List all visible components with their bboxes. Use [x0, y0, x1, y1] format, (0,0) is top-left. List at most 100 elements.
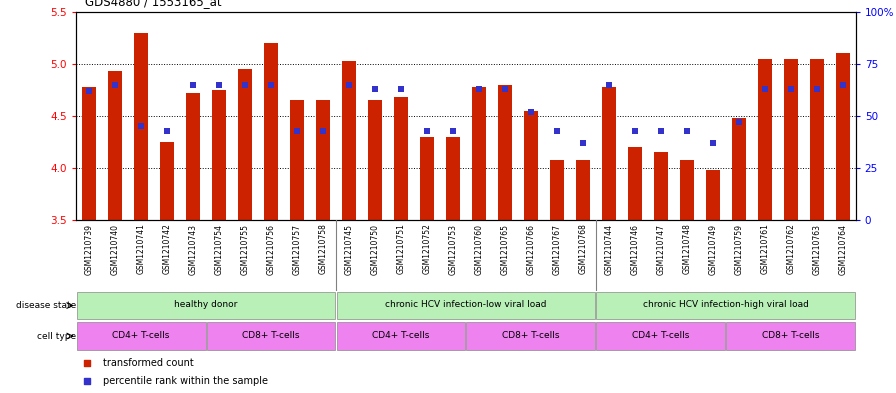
Point: [732, 119, 746, 125]
Text: GSM1210748: GSM1210748: [682, 224, 692, 274]
Bar: [394, 97, 408, 220]
Text: GSM1210742: GSM1210742: [162, 224, 172, 274]
Bar: [467, 322, 595, 350]
Bar: [472, 87, 486, 220]
Point: [680, 127, 694, 134]
Bar: [654, 152, 668, 220]
Point: [758, 86, 772, 92]
Text: GSM1210739: GSM1210739: [84, 224, 94, 275]
Bar: [706, 170, 719, 220]
Text: GSM1210757: GSM1210757: [292, 224, 302, 275]
Text: GSM1210741: GSM1210741: [136, 224, 146, 274]
Text: GSM1210764: GSM1210764: [838, 224, 848, 275]
Point: [706, 140, 720, 146]
Bar: [550, 160, 564, 220]
Point: [81, 360, 95, 366]
Text: GSM1210749: GSM1210749: [708, 224, 718, 275]
Point: [81, 378, 95, 385]
Text: GSM1210752: GSM1210752: [422, 224, 432, 274]
Point: [264, 82, 279, 88]
Point: [836, 82, 850, 88]
Bar: [134, 33, 148, 220]
Bar: [420, 137, 434, 220]
Text: GSM1210766: GSM1210766: [526, 224, 536, 275]
Point: [342, 82, 357, 88]
Bar: [602, 87, 616, 220]
Bar: [238, 69, 252, 220]
Text: GSM1210762: GSM1210762: [786, 224, 796, 274]
Bar: [212, 90, 226, 220]
Text: cell type: cell type: [37, 332, 76, 340]
Text: disease state: disease state: [16, 301, 76, 310]
Bar: [446, 137, 460, 220]
Text: GSM1210745: GSM1210745: [344, 224, 354, 275]
Point: [472, 86, 487, 92]
Text: GSM1210746: GSM1210746: [630, 224, 640, 275]
Bar: [727, 322, 855, 350]
Bar: [628, 147, 642, 220]
Bar: [758, 59, 771, 220]
Bar: [836, 53, 849, 220]
Text: GSM1210743: GSM1210743: [188, 224, 198, 275]
Point: [186, 82, 201, 88]
Point: [316, 127, 331, 134]
Bar: [77, 292, 335, 319]
Bar: [498, 85, 512, 220]
Text: GSM1210763: GSM1210763: [812, 224, 822, 275]
Text: GSM1210761: GSM1210761: [760, 224, 770, 274]
Text: CD4+ T-cells: CD4+ T-cells: [372, 331, 430, 340]
Point: [524, 108, 538, 115]
Text: GSM1210744: GSM1210744: [604, 224, 614, 275]
Point: [160, 127, 175, 134]
Text: GSM1210740: GSM1210740: [110, 224, 120, 275]
Point: [498, 86, 513, 92]
Text: CD4+ T-cells: CD4+ T-cells: [112, 331, 170, 340]
Point: [446, 127, 461, 134]
Text: CD8+ T-cells: CD8+ T-cells: [242, 331, 300, 340]
Bar: [207, 322, 335, 350]
Text: CD8+ T-cells: CD8+ T-cells: [502, 331, 560, 340]
Point: [420, 127, 435, 134]
Text: CD4+ T-cells: CD4+ T-cells: [632, 331, 690, 340]
Point: [394, 86, 409, 92]
Text: GSM1210759: GSM1210759: [734, 224, 744, 275]
Bar: [186, 93, 200, 220]
Bar: [368, 100, 382, 220]
Text: GSM1210754: GSM1210754: [214, 224, 224, 275]
Point: [212, 82, 227, 88]
Text: GDS4880 / 1553165_at: GDS4880 / 1553165_at: [85, 0, 221, 8]
Bar: [337, 292, 595, 319]
Text: chronic HCV infection-high viral load: chronic HCV infection-high viral load: [642, 301, 809, 309]
Text: GSM1210767: GSM1210767: [552, 224, 562, 275]
Point: [628, 127, 642, 134]
Text: CD8+ T-cells: CD8+ T-cells: [762, 331, 820, 340]
Text: GSM1210751: GSM1210751: [396, 224, 406, 274]
Text: healthy donor: healthy donor: [175, 301, 237, 309]
Text: GSM1210753: GSM1210753: [448, 224, 458, 275]
Text: GSM1210755: GSM1210755: [240, 224, 250, 275]
Bar: [264, 43, 278, 220]
Bar: [342, 61, 356, 220]
Text: GSM1210760: GSM1210760: [474, 224, 484, 275]
Point: [82, 88, 97, 94]
Text: GSM1210747: GSM1210747: [656, 224, 666, 275]
Point: [368, 86, 383, 92]
Bar: [290, 100, 304, 220]
Text: percentile rank within the sample: percentile rank within the sample: [103, 376, 268, 386]
Text: GSM1210756: GSM1210756: [266, 224, 276, 275]
Bar: [732, 118, 745, 220]
Point: [290, 127, 305, 134]
Bar: [160, 142, 174, 220]
Point: [238, 82, 253, 88]
Bar: [337, 322, 465, 350]
Text: GSM1210758: GSM1210758: [318, 224, 328, 274]
Bar: [597, 322, 725, 350]
Text: GSM1210768: GSM1210768: [578, 224, 588, 274]
Bar: [524, 111, 538, 220]
Point: [784, 86, 798, 92]
Point: [602, 82, 616, 88]
Text: chronic HCV infection-low viral load: chronic HCV infection-low viral load: [385, 301, 547, 309]
Text: transformed count: transformed count: [103, 358, 194, 368]
Bar: [784, 59, 797, 220]
Bar: [82, 87, 96, 220]
